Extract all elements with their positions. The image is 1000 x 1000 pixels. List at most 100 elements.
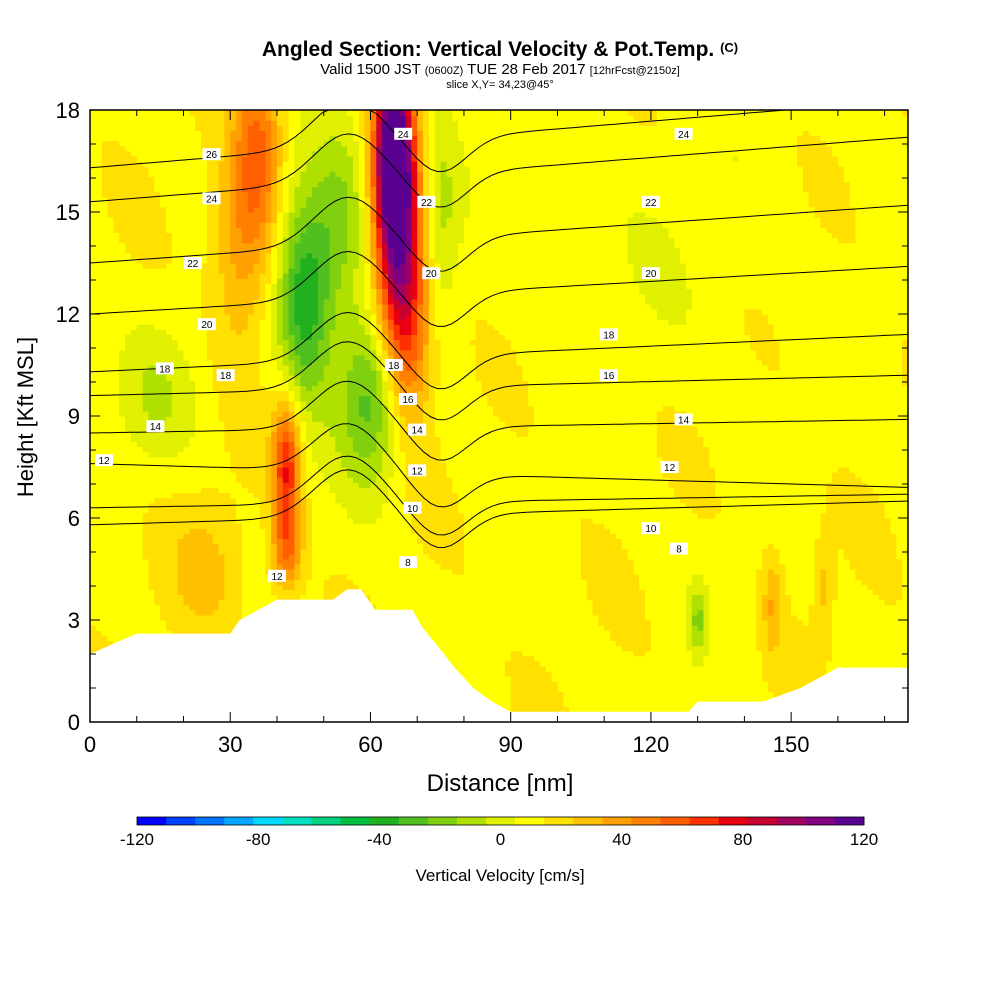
velocity-cell bbox=[545, 635, 553, 641]
velocity-cell bbox=[405, 594, 412, 601]
velocity-cell bbox=[201, 563, 208, 570]
velocity-cell bbox=[522, 676, 529, 682]
velocity-cell bbox=[650, 543, 658, 550]
velocity-cell bbox=[697, 553, 705, 560]
velocity-cell bbox=[551, 630, 559, 636]
velocity-cell bbox=[604, 691, 611, 698]
velocity-cell bbox=[458, 655, 465, 662]
velocity-cell bbox=[779, 625, 786, 631]
velocity-cell bbox=[218, 614, 225, 621]
velocity-cell bbox=[592, 548, 599, 555]
velocity-cell bbox=[574, 579, 582, 585]
velocity-cell bbox=[709, 660, 716, 667]
velocity-cell bbox=[598, 563, 605, 570]
velocity-cell bbox=[639, 696, 646, 703]
velocity-cell bbox=[756, 563, 763, 570]
velocity-cell bbox=[90, 548, 97, 555]
velocity-cell bbox=[791, 563, 798, 570]
velocity-cell bbox=[878, 630, 886, 636]
velocity-cell bbox=[142, 609, 150, 616]
velocity-cell bbox=[697, 569, 705, 575]
velocity-cell bbox=[417, 579, 424, 585]
velocity-cell bbox=[493, 584, 500, 590]
velocity-cell bbox=[890, 635, 897, 641]
velocity-cell bbox=[160, 584, 167, 590]
velocity-cell bbox=[721, 579, 728, 585]
velocity-cell bbox=[744, 635, 751, 641]
velocity-cell bbox=[598, 645, 605, 652]
velocity-cell bbox=[300, 548, 307, 555]
velocity-cell bbox=[703, 620, 710, 626]
velocity-cell bbox=[604, 558, 611, 565]
velocity-cell bbox=[767, 681, 775, 687]
velocity-cell bbox=[551, 574, 559, 580]
velocity-cell bbox=[750, 558, 757, 565]
velocity-cell bbox=[95, 620, 103, 626]
velocity-cell bbox=[615, 543, 623, 550]
velocity-cell bbox=[861, 589, 868, 596]
velocity-cell bbox=[814, 579, 821, 585]
velocity-cell bbox=[878, 635, 886, 641]
velocity-cell bbox=[236, 553, 243, 560]
velocity-cell bbox=[446, 548, 453, 555]
velocity-cell bbox=[125, 614, 132, 621]
velocity-cell bbox=[650, 645, 658, 652]
velocity-cell bbox=[545, 574, 553, 580]
velocity-cell bbox=[516, 671, 523, 677]
velocity-cell bbox=[633, 691, 640, 698]
velocity-cell bbox=[165, 579, 173, 585]
velocity-cell bbox=[230, 543, 237, 550]
velocity-cell bbox=[545, 701, 553, 708]
velocity-cell bbox=[627, 660, 634, 667]
velocity-cell bbox=[347, 574, 354, 580]
velocity-cell bbox=[884, 574, 892, 580]
velocity-cell bbox=[493, 650, 500, 657]
velocity-cell bbox=[726, 660, 734, 667]
velocity-cell bbox=[902, 579, 909, 585]
velocity-cell bbox=[387, 579, 395, 585]
velocity-cell bbox=[761, 574, 769, 580]
velocity-cell bbox=[107, 625, 114, 631]
velocity-cell bbox=[545, 553, 553, 560]
velocity-cell bbox=[662, 696, 670, 703]
velocity-cell bbox=[645, 548, 652, 555]
velocity-cell bbox=[756, 676, 763, 682]
velocity-cell bbox=[604, 696, 611, 703]
velocity-cell bbox=[580, 584, 588, 590]
velocity-cell bbox=[791, 574, 798, 580]
velocity-cell bbox=[563, 584, 570, 590]
velocity-cell bbox=[528, 553, 535, 560]
velocity-cell bbox=[668, 635, 675, 641]
velocity-cell bbox=[458, 609, 465, 616]
velocity-cell bbox=[580, 589, 588, 596]
velocity-cell bbox=[329, 574, 336, 580]
velocity-cell bbox=[610, 660, 617, 667]
velocity-cell bbox=[434, 553, 442, 560]
velocity-cell bbox=[434, 599, 442, 606]
velocity-cell bbox=[534, 558, 541, 565]
velocity-cell bbox=[639, 569, 646, 575]
velocity-cell bbox=[791, 645, 798, 652]
velocity-cell bbox=[738, 640, 745, 647]
velocity-cell bbox=[902, 620, 909, 626]
velocity-cell bbox=[125, 563, 132, 570]
velocity-cell bbox=[843, 599, 851, 606]
velocity-cell bbox=[756, 625, 763, 631]
velocity-cell bbox=[808, 676, 816, 682]
velocity-cell bbox=[329, 563, 336, 570]
velocity-cell bbox=[499, 553, 506, 560]
velocity-cell bbox=[697, 604, 705, 611]
velocity-cell bbox=[680, 676, 687, 682]
velocity-cell bbox=[761, 655, 769, 662]
velocity-cell bbox=[802, 640, 810, 647]
velocity-cell bbox=[347, 548, 354, 555]
velocity-cell bbox=[458, 625, 465, 631]
velocity-cell bbox=[837, 553, 845, 560]
velocity-cell bbox=[481, 650, 488, 657]
velocity-cell bbox=[154, 609, 161, 616]
velocity-cell bbox=[323, 538, 331, 545]
velocity-cell bbox=[861, 655, 868, 662]
velocity-cell bbox=[569, 686, 576, 692]
velocity-cell bbox=[574, 558, 582, 565]
velocity-cell bbox=[668, 574, 675, 580]
